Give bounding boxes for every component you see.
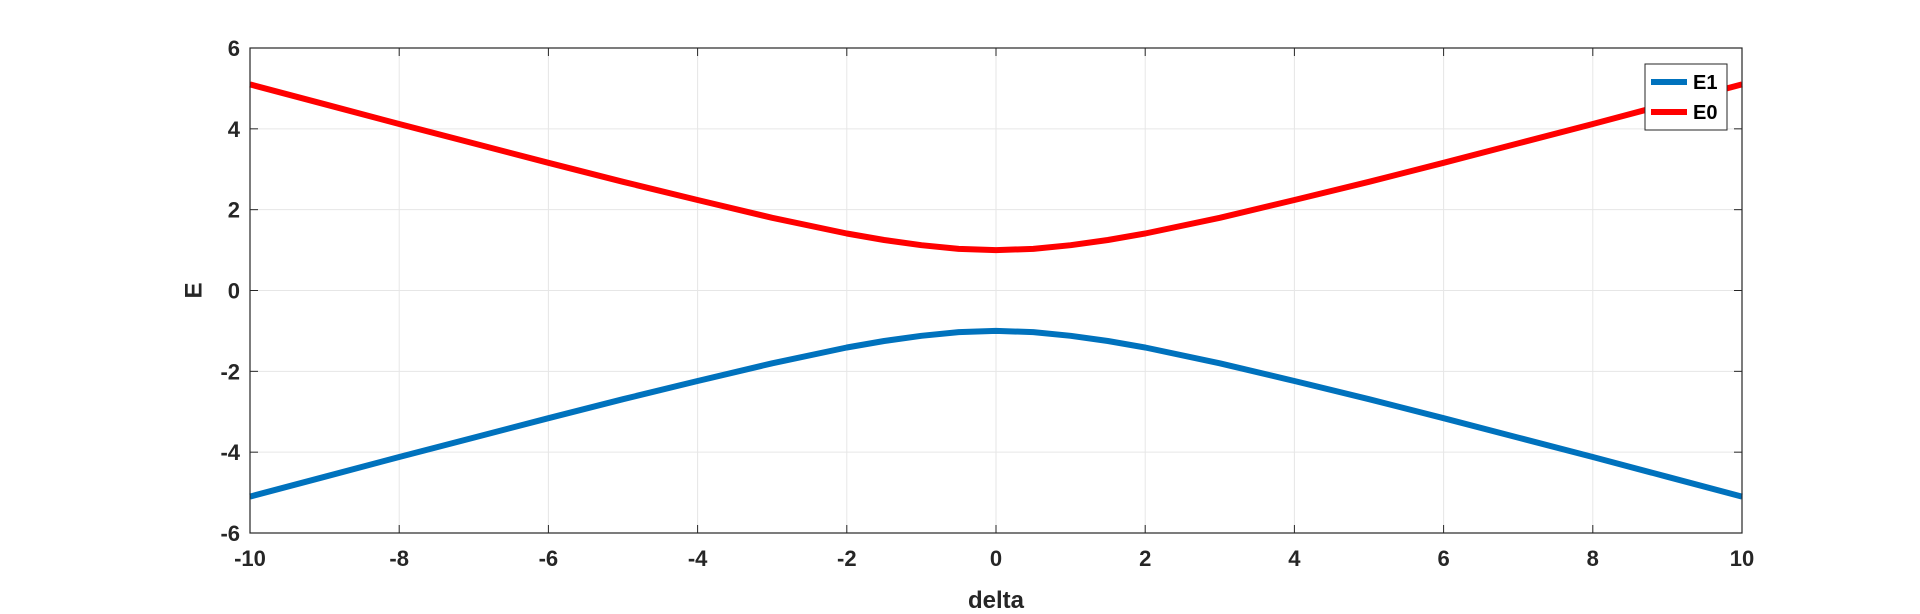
legend-label-e1: E1 [1693, 72, 1717, 94]
y-axis-label: E [180, 282, 207, 298]
series-line-e1 [249, 327, 1743, 500]
y-tick-label: 2 [228, 198, 240, 223]
y-tick-label: 4 [228, 117, 241, 142]
x-axis-label: delta [968, 587, 1025, 614]
x-tick-label: -10 [234, 546, 266, 571]
x-tick-label: -2 [837, 546, 857, 571]
legend-label-e0: E0 [1693, 102, 1717, 124]
x-tick-label: 8 [1587, 546, 1599, 571]
plot-series [249, 81, 1743, 500]
series-line-e0 [249, 81, 1743, 254]
y-tick-label: -4 [220, 440, 240, 465]
y-tick-label: -2 [220, 359, 240, 384]
x-tick-label: 10 [1730, 546, 1754, 571]
grid [249, 47, 1743, 534]
legend-box [1644, 63, 1728, 131]
x-tick-label: 2 [1139, 546, 1151, 571]
x-tick-label: 6 [1437, 546, 1449, 571]
y-tick-label: 6 [228, 36, 240, 61]
x-tick-label: -4 [688, 546, 708, 571]
legend: E1 E0 [1644, 63, 1728, 131]
ticks: -10 -8 -6 -4 -2 0 2 4 6 8 10 -6 -4 -2 0 2 4 6 [220, 36, 1754, 571]
y-tick-label: 0 [228, 279, 240, 304]
y-tick-label: -6 [220, 521, 240, 546]
x-tick-label: -8 [389, 546, 409, 571]
x-tick-label: -6 [539, 546, 559, 571]
x-tick-label: 4 [1288, 546, 1301, 571]
x-tick-label: 0 [990, 546, 1002, 571]
